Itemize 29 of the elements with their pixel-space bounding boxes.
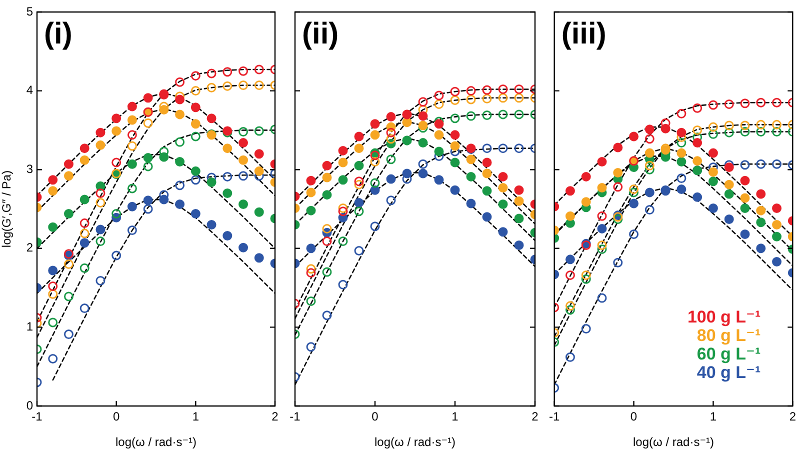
x-tick-label: -1 <box>549 410 560 424</box>
x-tick-label: 0 <box>630 410 638 424</box>
x-tick-label: 1 <box>452 410 459 424</box>
text: 80 g L⁻¹ <box>696 326 761 345</box>
y-tick-label: 4 <box>26 83 34 98</box>
x-tick-label: 0 <box>372 410 379 424</box>
text: 60 g L⁻¹ <box>696 344 761 364</box>
chart-title: (ii) <box>302 17 339 50</box>
text: 40 g L⁻¹ <box>696 363 761 382</box>
y-tick-label: 3 <box>26 162 34 176</box>
x-tick-label: -1 <box>32 410 43 424</box>
x-tick-label: 2 <box>272 410 279 424</box>
chart-title: (i) <box>44 17 72 50</box>
chart-title: (iii) <box>561 17 606 50</box>
x-tick-label: 2 <box>789 410 796 424</box>
x-axis-title: log(ω / rad·s⁻¹) <box>632 435 714 450</box>
y-axis-title: log(G′,G″ / Pa) <box>0 170 14 248</box>
x-tick-label: 1 <box>710 410 717 424</box>
x-tick-label: 0 <box>112 410 120 424</box>
x-axis-title: log(ω / rad·s⁻¹) <box>115 435 197 450</box>
text: 100 g L⁻¹ <box>687 308 761 326</box>
y-tick-label: 2 <box>26 240 34 255</box>
x-axis-title: log(ω / rad·s⁻¹) <box>374 435 456 450</box>
y-tick-label: 5 <box>26 4 34 18</box>
y-tick-label: 1 <box>26 320 34 334</box>
y-tick-label: 0 <box>26 398 34 412</box>
x-tick-label: -1 <box>290 410 301 424</box>
x-tick-label: 1 <box>192 410 200 424</box>
x-tick-label: 2 <box>532 410 539 424</box>
